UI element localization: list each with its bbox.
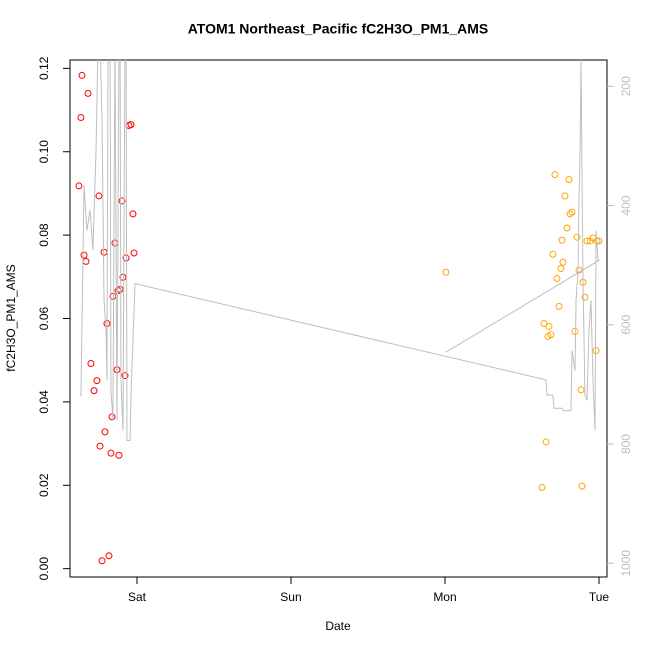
data-point <box>577 386 585 394</box>
data-point <box>93 377 101 385</box>
y-tick-label: 0.10 <box>37 140 51 164</box>
y2-tick-label: 600 <box>619 314 633 334</box>
data-point <box>542 438 550 446</box>
chart-title: ATOM1 Northeast_Pacific fC2H3O_PM1_AMS <box>188 21 489 37</box>
data-point <box>95 192 103 200</box>
data-point <box>77 114 85 122</box>
data-point <box>583 237 591 245</box>
data-point <box>592 347 600 355</box>
data-point <box>118 197 126 205</box>
y-tick-label: 0.00 <box>37 557 51 581</box>
data-point <box>555 302 563 310</box>
data-point <box>107 449 115 457</box>
data-point <box>559 258 567 266</box>
data-point <box>561 192 569 200</box>
pressure-line <box>80 60 601 441</box>
data-point <box>581 293 589 301</box>
data-point <box>98 557 106 565</box>
x-tick-label: Tue <box>589 590 610 604</box>
data-point <box>545 322 553 330</box>
data-point <box>578 482 586 490</box>
y-tick-label: 0.12 <box>37 56 51 80</box>
data-point <box>78 71 86 79</box>
x-tick-label: Sun <box>280 590 301 604</box>
y2-tick-label: 800 <box>619 434 633 454</box>
data-point <box>538 483 546 491</box>
data-point <box>565 176 573 184</box>
data-point <box>100 248 108 256</box>
data-point <box>84 89 92 97</box>
data-point <box>129 210 137 218</box>
y-axis-label: fC2H3O_PM1_AMS <box>4 264 18 371</box>
y-tick-label: 0.02 <box>37 473 51 497</box>
data-point <box>116 285 124 293</box>
data-point <box>121 372 129 380</box>
y-tick-label: 0.06 <box>37 306 51 330</box>
data-point <box>111 239 119 247</box>
data-point <box>547 331 555 339</box>
data-point <box>96 442 104 450</box>
data-point <box>119 273 127 281</box>
data-point <box>558 236 566 244</box>
plot-frame <box>69 59 608 578</box>
data-point <box>553 274 561 282</box>
data-point <box>115 451 123 459</box>
data-point <box>75 182 83 190</box>
data-point <box>551 171 559 179</box>
data-point <box>90 387 98 395</box>
data-point <box>127 121 135 129</box>
data-point <box>105 552 113 560</box>
y2-tick-label: 200 <box>619 76 633 96</box>
data-point <box>82 257 90 265</box>
x-axis-label: Date <box>325 619 351 633</box>
data-point <box>108 413 116 421</box>
y-tick-label: 0.08 <box>37 223 51 247</box>
x-tick-label: Mon <box>433 590 456 604</box>
data-point <box>549 250 557 258</box>
y2-tick-label: 1000 <box>619 550 633 577</box>
x-tick-label: Sat <box>128 590 147 604</box>
data-point <box>568 208 576 216</box>
y-tick-label: 0.04 <box>37 390 51 414</box>
data-point <box>573 233 581 241</box>
y2-tick-label: 400 <box>619 195 633 215</box>
data-point <box>566 210 574 218</box>
data-point <box>80 251 88 259</box>
data-point <box>87 360 95 368</box>
data-point <box>563 224 571 232</box>
data-point <box>442 268 450 276</box>
data-point <box>130 249 138 257</box>
data-point <box>101 428 109 436</box>
plot-area <box>75 60 603 565</box>
data-point <box>571 327 579 335</box>
data-point <box>557 264 565 272</box>
